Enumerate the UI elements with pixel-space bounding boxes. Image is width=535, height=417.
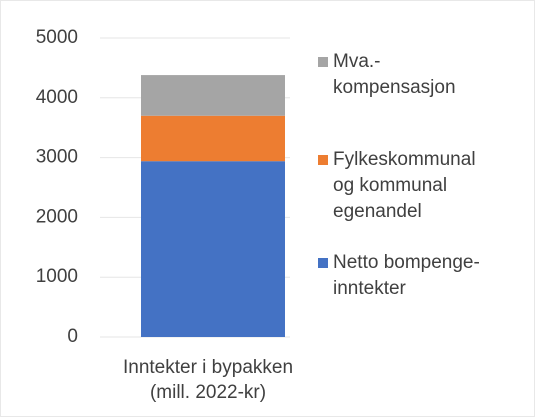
legend-swatch [318, 258, 328, 268]
legend-swatch [318, 155, 328, 165]
y-tick-label: 4000 [36, 87, 78, 108]
y-tick-label: 3000 [36, 147, 78, 168]
bar-segment [141, 161, 285, 337]
y-tick-label: 5000 [36, 27, 78, 48]
bar-segment [141, 75, 285, 116]
y-tick-label: 0 [67, 326, 78, 347]
legend-swatch [318, 57, 328, 67]
legend-label: Mva.-kompensasjon [333, 51, 456, 98]
legend-label: Netto bompenge-inntekter [333, 252, 480, 299]
bar-segment [141, 115, 285, 162]
y-tick-label: 1000 [36, 266, 78, 287]
y-tick-label: 2000 [36, 206, 78, 227]
x-tick-label: Inntekter i bypakken (mill. 2022-kr) [123, 357, 293, 403]
legend-label: Fylkeskommunal og kommunal egenandel [333, 149, 476, 222]
